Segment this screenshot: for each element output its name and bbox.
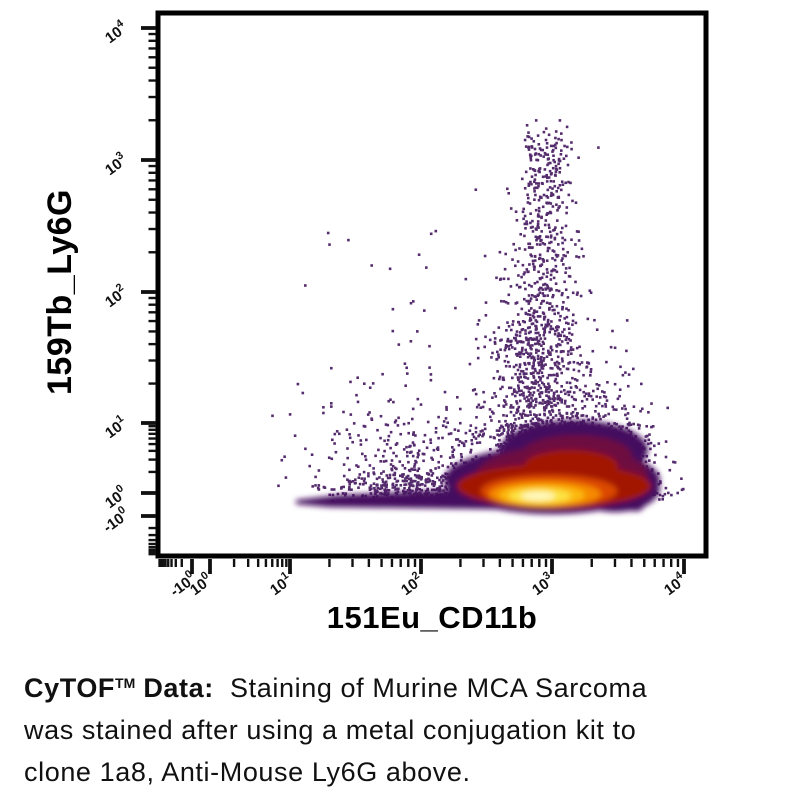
caption-line3: clone 1a8, Anti-Mouse Ly6G above. — [24, 757, 471, 787]
density-contours — [296, 420, 660, 514]
caption-data-label: Data: — [135, 673, 214, 703]
y-tick-label: 101 — [100, 412, 130, 442]
x-axis-title: 151Eu_CD11b — [326, 600, 538, 635]
y-tick-label: 100 — [100, 482, 130, 512]
caption-product-name: CyTOF — [24, 673, 116, 703]
y-tick-label: 103 — [100, 149, 130, 179]
plot-frame — [155, 10, 709, 559]
axis-ticks — [141, 26, 686, 574]
trademark-superscript: TM — [115, 675, 136, 691]
caption-line1: Staining of Murine MCA Sarcoma — [213, 673, 648, 703]
y-tick-label: 102 — [100, 281, 130, 311]
caption-line2: was stained after using a metal conjugat… — [24, 715, 637, 745]
figure-caption: CyTOFTM Data: Staining of Murine MCA Sar… — [24, 662, 784, 793]
y-axis-title: 159Tb_Ly6G — [41, 189, 79, 395]
y-tick-label: 104 — [100, 17, 131, 47]
